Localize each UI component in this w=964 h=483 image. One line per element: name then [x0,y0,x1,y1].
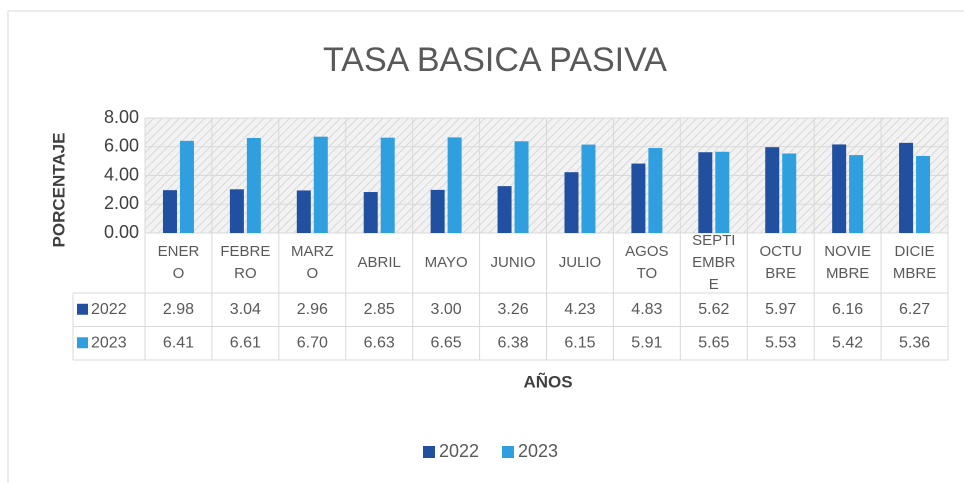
table-value: 4.83 [631,301,662,318]
bar [631,163,646,233]
legend-key [423,446,435,458]
table-value: 6.63 [364,334,395,351]
bar [899,142,914,233]
x-tick-text: ABRIL [357,254,401,271]
bar [648,148,663,233]
bar [296,190,311,233]
x-tick-label: JULIO [547,235,614,291]
table-value: 6.16 [832,301,863,318]
x-tick-text: OCTUBRE [759,243,802,282]
bar [363,192,378,233]
y-tick-label: 4.00 [104,164,139,184]
x-tick-text: AGOSTO [625,243,669,282]
bar [832,144,847,233]
table-value: 6.61 [230,334,261,351]
table-value: 5.62 [698,301,729,318]
bar [380,137,395,233]
table-legend-key [77,303,88,315]
bar [581,144,596,233]
x-tick-text: MARZO [291,243,334,282]
table-value: 6.70 [297,334,328,351]
x-tick-text: SEPTIEMBRE [692,232,736,293]
legend-label: 2023 [518,441,558,461]
x-tick-text: MAYO [424,254,468,271]
table-value: 5.53 [765,334,796,351]
bar [447,137,462,233]
bar [564,172,579,233]
x-tick-text: FEBRERO [220,243,271,282]
y-axis-label: PORCENTAJE [49,133,68,248]
table-value: 6.38 [497,334,528,351]
table-value: 2.85 [364,301,395,318]
table-value: 6.15 [564,334,595,351]
y-tick-label: 2.00 [104,193,139,213]
x-tick-label: SEPTIEMBRE [680,232,747,293]
bar [430,189,445,233]
x-tick-label: JUNIO [480,235,547,291]
bar [313,136,328,233]
x-tick-label: FEBRERO [212,235,279,291]
table-value: 3.04 [230,301,261,318]
legend-key [502,446,514,458]
table-legend-key [77,337,88,349]
x-tick-text: JULIO [558,254,602,271]
table-value: 4.23 [564,301,595,318]
x-tick-label: ENERO [145,235,212,291]
bar [246,137,261,233]
table-value: 2.98 [163,301,194,318]
table-value: 3.26 [497,301,528,318]
bar [514,141,529,233]
table-series-name: 2022 [91,301,127,318]
y-tick-label: 8.00 [104,107,139,127]
table-value: 6.41 [163,334,194,351]
x-tick-label: AGOSTO [613,235,680,291]
x-tick-label: NOVIEMBRE [814,235,881,291]
table-value: 2.96 [297,301,328,318]
table-value: 6.65 [431,334,462,351]
table-series-name: 2023 [91,334,127,351]
table-value: 3.00 [431,301,462,318]
x-tick-label: ABRIL [346,235,413,291]
x-tick-text: NOVIEMBRE [824,243,871,282]
x-axis-label: AÑOS [523,371,572,391]
x-tick-label: MAYO [413,235,480,291]
chart-title: TASA BASICA PASIVA [323,41,667,79]
legend-label: 2022 [439,441,479,461]
bar [849,155,864,233]
x-tick-text: DICIEMBRE [892,243,937,282]
x-tick-label: DICIEMBRE [881,235,948,291]
x-tick-text: ENERO [157,243,200,282]
bar [179,140,194,233]
bar [715,151,730,233]
y-tick-label: 0.00 [104,222,139,242]
y-tick-label: 6.00 [104,136,139,156]
bar [162,190,177,233]
bar [765,147,780,233]
bar [916,155,931,233]
bar [229,189,244,233]
table-value: 5.36 [899,334,930,351]
bar [782,153,797,233]
table-value: 6.27 [899,301,930,318]
x-tick-text: JUNIO [490,254,536,271]
table-value: 5.91 [631,334,662,351]
table-value: 5.42 [832,334,863,351]
x-tick-label: OCTUBRE [747,235,814,291]
x-tick-label: MARZO [279,235,346,291]
bar [497,186,512,233]
bar [698,152,713,233]
table-value: 5.65 [698,334,729,351]
table-value: 5.97 [765,301,796,318]
